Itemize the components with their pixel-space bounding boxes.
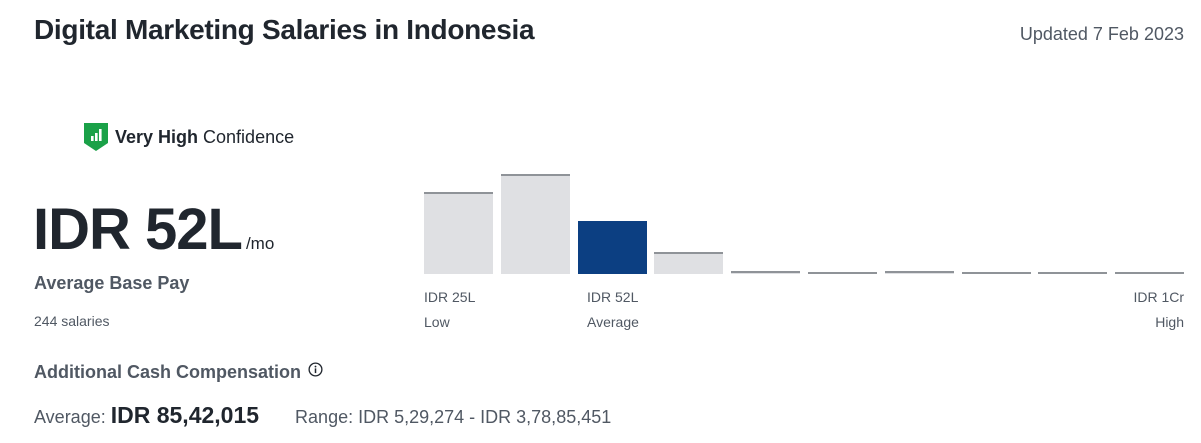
- low-value: IDR 25L: [424, 289, 476, 305]
- info-icon[interactable]: [308, 362, 323, 377]
- shield-bar-chart-icon: [84, 123, 108, 151]
- histogram-bar: [731, 271, 800, 274]
- page-title: Digital Marketing Salaries in Indonesia: [34, 14, 535, 45]
- updated-date: Updated 7 Feb 2023: [1019, 24, 1184, 44]
- histogram-bar: [1115, 272, 1184, 274]
- axis-label-high: IDR 1Cr High: [1133, 288, 1184, 331]
- confidence-badge: Very High Confidence: [83, 122, 294, 152]
- range-text: Range: IDR 5,29,274 - IDR 3,78,85,451: [295, 407, 612, 427]
- salary-count: 244 salaries: [34, 313, 110, 329]
- low-caption: Low: [424, 314, 450, 330]
- additional-cash-title: Additional Cash Compensation: [34, 362, 323, 383]
- confidence-label: Confidence: [203, 126, 295, 147]
- histogram-bar: [424, 192, 493, 274]
- axis-label-average: IDR 52L Average: [587, 288, 639, 331]
- high-value: IDR 1Cr: [1133, 289, 1184, 305]
- histogram-bar: [962, 272, 1031, 274]
- average-base-pay-label: Average Base Pay: [34, 273, 190, 293]
- average-value: IDR 52L: [587, 289, 639, 305]
- high-caption: High: [1155, 314, 1184, 330]
- histogram-bar: [501, 174, 570, 274]
- average-label: Average:: [34, 407, 106, 427]
- salary-distribution-chart: [424, 160, 1184, 274]
- histogram-bar: [578, 221, 647, 274]
- histogram-bar: [885, 271, 954, 274]
- confidence-level: Very High: [115, 126, 199, 147]
- histogram-bar: [654, 252, 723, 274]
- additional-cash-label: Additional Cash Compensation: [34, 362, 302, 382]
- average-pay-amount: IDR 52L /mo: [33, 196, 274, 263]
- histogram-bar: [808, 272, 877, 274]
- pay-amount: IDR 52L: [33, 197, 243, 262]
- pay-period: /mo: [245, 234, 275, 253]
- average-value: IDR 85,42,015: [110, 402, 260, 428]
- histogram-bar: [1038, 272, 1107, 274]
- average-caption: Average: [587, 314, 639, 330]
- additional-cash-summary: Average: IDR 85,42,015 Range: IDR 5,29,2…: [34, 402, 611, 429]
- axis-label-low: IDR 25L Low: [424, 288, 475, 331]
